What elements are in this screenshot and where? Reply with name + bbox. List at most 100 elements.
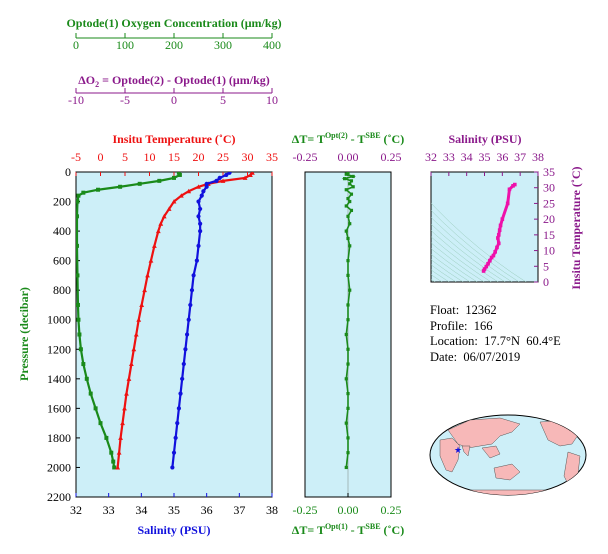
ts-panel: Salinity (PSU) 32 33 34 35 36 37 3805101520253… <box>425 132 583 290</box>
salinity-point <box>201 189 206 194</box>
float-id: Float: 12362 <box>430 303 497 317</box>
ts-temperature-tick-label: 15 <box>543 228 555 242</box>
ts-temperature-tick-label: 5 <box>543 259 549 273</box>
ts-salinity-tick-label: 35 <box>479 150 491 164</box>
ts-density-contour <box>431 209 520 282</box>
temperature-point <box>116 450 122 455</box>
ts-point <box>496 233 501 237</box>
salinity-point <box>204 184 209 189</box>
oxygen-point <box>76 302 80 307</box>
ts-point <box>486 261 490 266</box>
salinity-point <box>204 181 209 186</box>
delta-t-point <box>351 185 355 189</box>
delta-t-point <box>348 288 352 292</box>
ts-density-contour <box>431 202 527 282</box>
ts-point <box>496 241 501 246</box>
salinity-point <box>176 406 181 411</box>
oxygen-point <box>109 450 114 455</box>
oxygen-point <box>112 465 117 470</box>
oxygen-point <box>76 199 80 204</box>
temperature-point <box>148 258 154 263</box>
ts-point <box>481 269 486 273</box>
world-map: ★ <box>429 414 587 496</box>
oxygen-point <box>137 181 142 186</box>
temperature-point <box>128 361 134 367</box>
temperature-point <box>115 465 121 470</box>
ts-temperature-tick-label: 25 <box>543 196 555 210</box>
salinity-tick-label: 32 <box>70 503 82 517</box>
salinity-point <box>188 302 193 308</box>
pressure-tick-label: 800 <box>53 283 71 297</box>
delta-t-top-tick-label: -0.25 <box>293 150 318 164</box>
pressure-tick-label: 400 <box>53 224 71 238</box>
temperature-point <box>186 188 192 194</box>
ts-point <box>505 201 510 206</box>
oxygen-point <box>172 175 176 180</box>
pressure-tick-label: 1000 <box>47 313 71 327</box>
delta-t-panel: ΔT= TOpt(2) - TSBE (˚C) -0.25 -0.25 0.00 0.… <box>292 131 404 537</box>
temperature-tick-label: 0 <box>98 150 104 164</box>
ts-plot-area <box>430 171 539 283</box>
oxygen-tick-label: 0 <box>73 38 79 52</box>
temperature-point <box>161 213 167 219</box>
delta-t-point <box>342 177 347 181</box>
ts-temperature-tick-label: 30 <box>543 181 555 195</box>
pressure-tick-label: 200 <box>53 195 71 209</box>
temperature-point <box>120 420 125 426</box>
delta-t-point <box>348 244 352 248</box>
ts-density-contour <box>431 269 450 282</box>
delta-t-point <box>344 421 348 425</box>
pressure-tick-label: 1800 <box>47 431 71 445</box>
salinity-point <box>214 178 219 183</box>
temperature-tick-label: 30 <box>242 150 254 164</box>
delta-t-top-label: ΔT= TOpt(2) - TSBE (˚C) <box>292 131 404 146</box>
ts-temperature-tick-label: 10 <box>543 244 555 258</box>
delta-o2-tick-label: -10 <box>68 93 84 107</box>
temperature-tick-label: -5 <box>71 150 81 164</box>
delta-t-point <box>351 174 355 179</box>
oxygen-point <box>88 391 93 396</box>
salinity-point <box>184 332 190 337</box>
oxygen-point <box>77 332 82 337</box>
salinity-tick-label: 35 <box>168 503 180 517</box>
salinity-point <box>198 206 203 212</box>
pressure-tick-label: 0 <box>65 165 71 179</box>
map-land-africa <box>439 437 461 473</box>
oxygen-point <box>76 193 81 198</box>
delta-t-point <box>344 172 348 176</box>
temperature-tick-label: 15 <box>168 150 180 164</box>
delta-t-point <box>346 196 350 201</box>
oxygen-axis: Optode(1) Oxygen Concentration (μm/kg) 0… <box>66 16 281 52</box>
oxygen-point <box>118 184 123 189</box>
ts-density-contour <box>431 259 464 282</box>
oxygen-axis-label: Optode(1) Oxygen Concentration (μm/kg) <box>66 16 281 30</box>
ts-salinity-tick-label: 37 <box>514 150 526 164</box>
ts-point <box>488 258 492 263</box>
delta-t-point <box>346 362 350 366</box>
delta-t-point <box>344 188 348 192</box>
temperature-point <box>248 172 253 177</box>
ts-density-contour <box>431 248 478 282</box>
salinity-point <box>194 258 199 263</box>
temperature-point <box>124 391 129 396</box>
ts-salinity-tick-label: 33 <box>443 150 455 164</box>
salinity-point <box>196 214 201 219</box>
temperature-point <box>142 287 147 293</box>
delta-t-point <box>346 214 350 218</box>
temperature-point <box>118 435 123 440</box>
map-land-australia <box>493 463 521 481</box>
pressure-tick-label: 1400 <box>47 372 71 386</box>
pressure-tick-label: 1600 <box>47 401 71 415</box>
oxygen-point <box>84 376 89 381</box>
temperature-tick-label: 25 <box>217 150 229 164</box>
temperature-point <box>155 228 161 234</box>
map-land-seasia <box>481 445 501 459</box>
main-profile-panel: Insitu Temperature (˚C) -5 0 5 10 15 20 25 30 35… <box>17 132 309 537</box>
ts-point <box>507 187 512 192</box>
delta-o2-axis-label: ΔO2 = Optode(2) - Optode(1) (μm/kg) <box>78 73 269 89</box>
temperature-point <box>242 175 248 180</box>
temperature-tick-label: 10 <box>144 150 156 164</box>
delta-t-point <box>346 451 350 455</box>
pressure-tick-label: 2200 <box>47 490 71 504</box>
delta-t-point <box>344 332 348 337</box>
